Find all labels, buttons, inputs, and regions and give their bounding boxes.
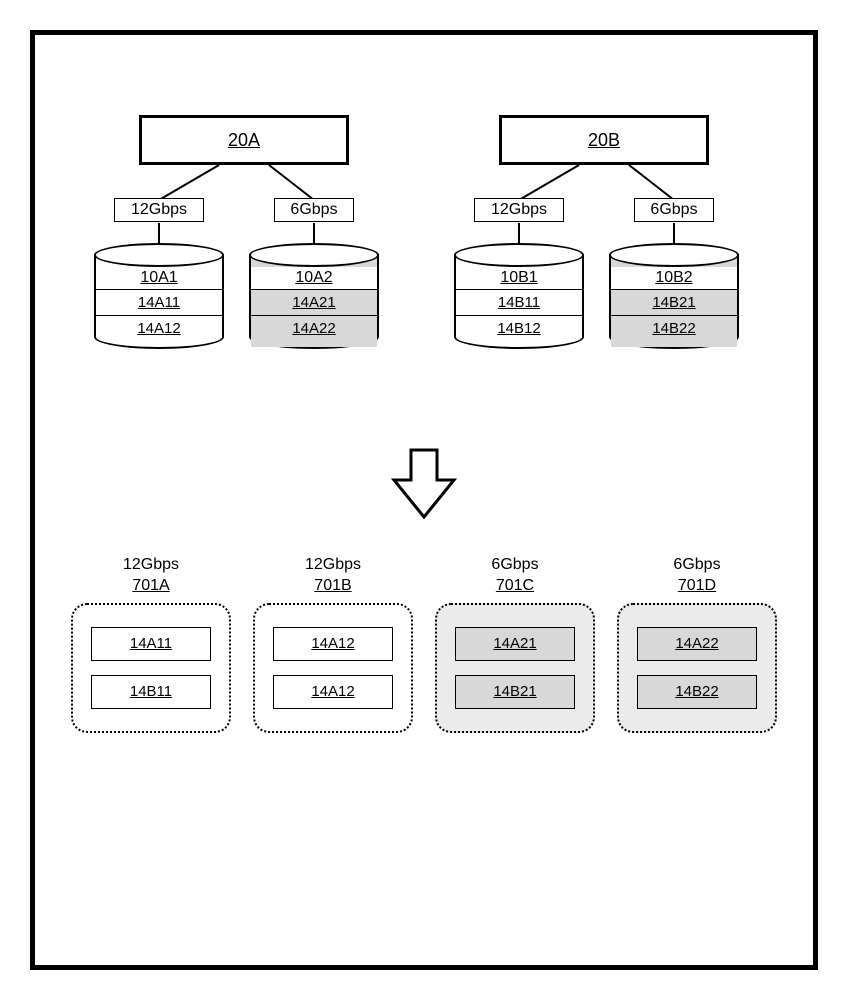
group-id: 701D — [678, 577, 716, 594]
cyl-slice: 14B11 — [456, 289, 582, 315]
cylinder-top-icon — [609, 243, 739, 267]
cylinder-body: 10B2 14B21 14B22 — [609, 255, 739, 349]
group-d: 6Gbps 701D 14A22 14B22 — [617, 555, 777, 733]
cyl-slice: 14B22 — [611, 315, 737, 347]
cyl-slice: 14A21 — [251, 289, 377, 315]
tree-a-root: 20A — [139, 115, 349, 165]
group-b: 12Gbps 701B 14A12 14A12 — [253, 555, 413, 733]
tree-b-rate-1: 6Gbps — [634, 198, 714, 222]
cyl-id: 10B2 — [611, 267, 737, 289]
group-rate: 12Gbps — [305, 556, 361, 573]
cyl-slice: 14A11 — [96, 289, 222, 315]
group-d-box: 14A22 14B22 — [617, 603, 777, 733]
cyl-slice: 14B21 — [611, 289, 737, 315]
group-b-header: 12Gbps 701B — [305, 555, 361, 597]
cylinder-body: 10A1 14A11 14A12 — [94, 255, 224, 349]
cyl-slice: 14A12 — [96, 315, 222, 347]
tree-b-root: 20B — [499, 115, 709, 165]
cyl-id: 10A1 — [96, 267, 222, 289]
tree-b-cyl-0: 10B1 14B11 14B12 — [454, 243, 584, 349]
group-item: 14A11 — [91, 627, 211, 661]
group-a-box: 14A11 14B11 — [71, 603, 231, 733]
tree-a-cyl-0: 10A1 14A11 14A12 — [94, 243, 224, 349]
tree-b-cyl-1: 10B2 14B21 14B22 — [609, 243, 739, 349]
group-rate: 6Gbps — [491, 556, 538, 573]
cyl-id: 10A2 — [251, 267, 377, 289]
group-a-header: 12Gbps 701A — [123, 555, 179, 597]
group-c-header: 6Gbps 701C — [491, 555, 538, 597]
group-item: 14A22 — [637, 627, 757, 661]
cyl-id: 10B1 — [456, 267, 582, 289]
cylinder-top-icon — [454, 243, 584, 267]
group-item: 14A21 — [455, 627, 575, 661]
tree-b-rate-0: 12Gbps — [474, 198, 564, 222]
group-item: 14B21 — [455, 675, 575, 709]
cyl-slice: 14A22 — [251, 315, 377, 347]
group-a: 12Gbps 701A 14A11 14B11 — [71, 555, 231, 733]
cylinder-body: 10B1 14B11 14B12 — [454, 255, 584, 349]
group-rate: 6Gbps — [673, 556, 720, 573]
group-c-box: 14A21 14B21 — [435, 603, 595, 733]
canvas: 20A 12Gbps 6Gbps 10A1 14A11 14A12 10A2 1 — [0, 0, 848, 1000]
group-rate: 12Gbps — [123, 556, 179, 573]
group-d-header: 6Gbps 701D — [673, 555, 720, 597]
group-id: 701C — [496, 577, 534, 594]
cylinder-body: 10A2 14A21 14A22 — [249, 255, 379, 349]
top-section: 20A 12Gbps 6Gbps 10A1 14A11 14A12 10A2 1 — [35, 115, 813, 415]
group-id: 701A — [132, 577, 169, 594]
tree-a-cyl-1: 10A2 14A21 14A22 — [249, 243, 379, 349]
cylinder-top-icon — [94, 243, 224, 267]
diagram-frame: 20A 12Gbps 6Gbps 10A1 14A11 14A12 10A2 1 — [30, 30, 818, 970]
bottom-section: 12Gbps 701A 14A11 14B11 12Gbps 701B 14A1… — [35, 555, 813, 733]
group-item: 14B11 — [91, 675, 211, 709]
group-c: 6Gbps 701C 14A21 14B21 — [435, 555, 595, 733]
group-item: 14A12 — [273, 627, 393, 661]
group-b-box: 14A12 14A12 — [253, 603, 413, 733]
down-arrow-icon — [389, 445, 459, 525]
group-id: 701B — [314, 577, 351, 594]
group-item: 14B22 — [637, 675, 757, 709]
tree-a: 20A 12Gbps 6Gbps 10A1 14A11 14A12 10A2 1 — [89, 115, 399, 415]
tree-b: 20B 12Gbps 6Gbps 10B1 14B11 14B12 10B2 1 — [449, 115, 759, 415]
tree-a-rate-0: 12Gbps — [114, 198, 204, 222]
cylinder-top-icon — [249, 243, 379, 267]
group-item: 14A12 — [273, 675, 393, 709]
tree-a-rate-1: 6Gbps — [274, 198, 354, 222]
cyl-slice: 14B12 — [456, 315, 582, 347]
